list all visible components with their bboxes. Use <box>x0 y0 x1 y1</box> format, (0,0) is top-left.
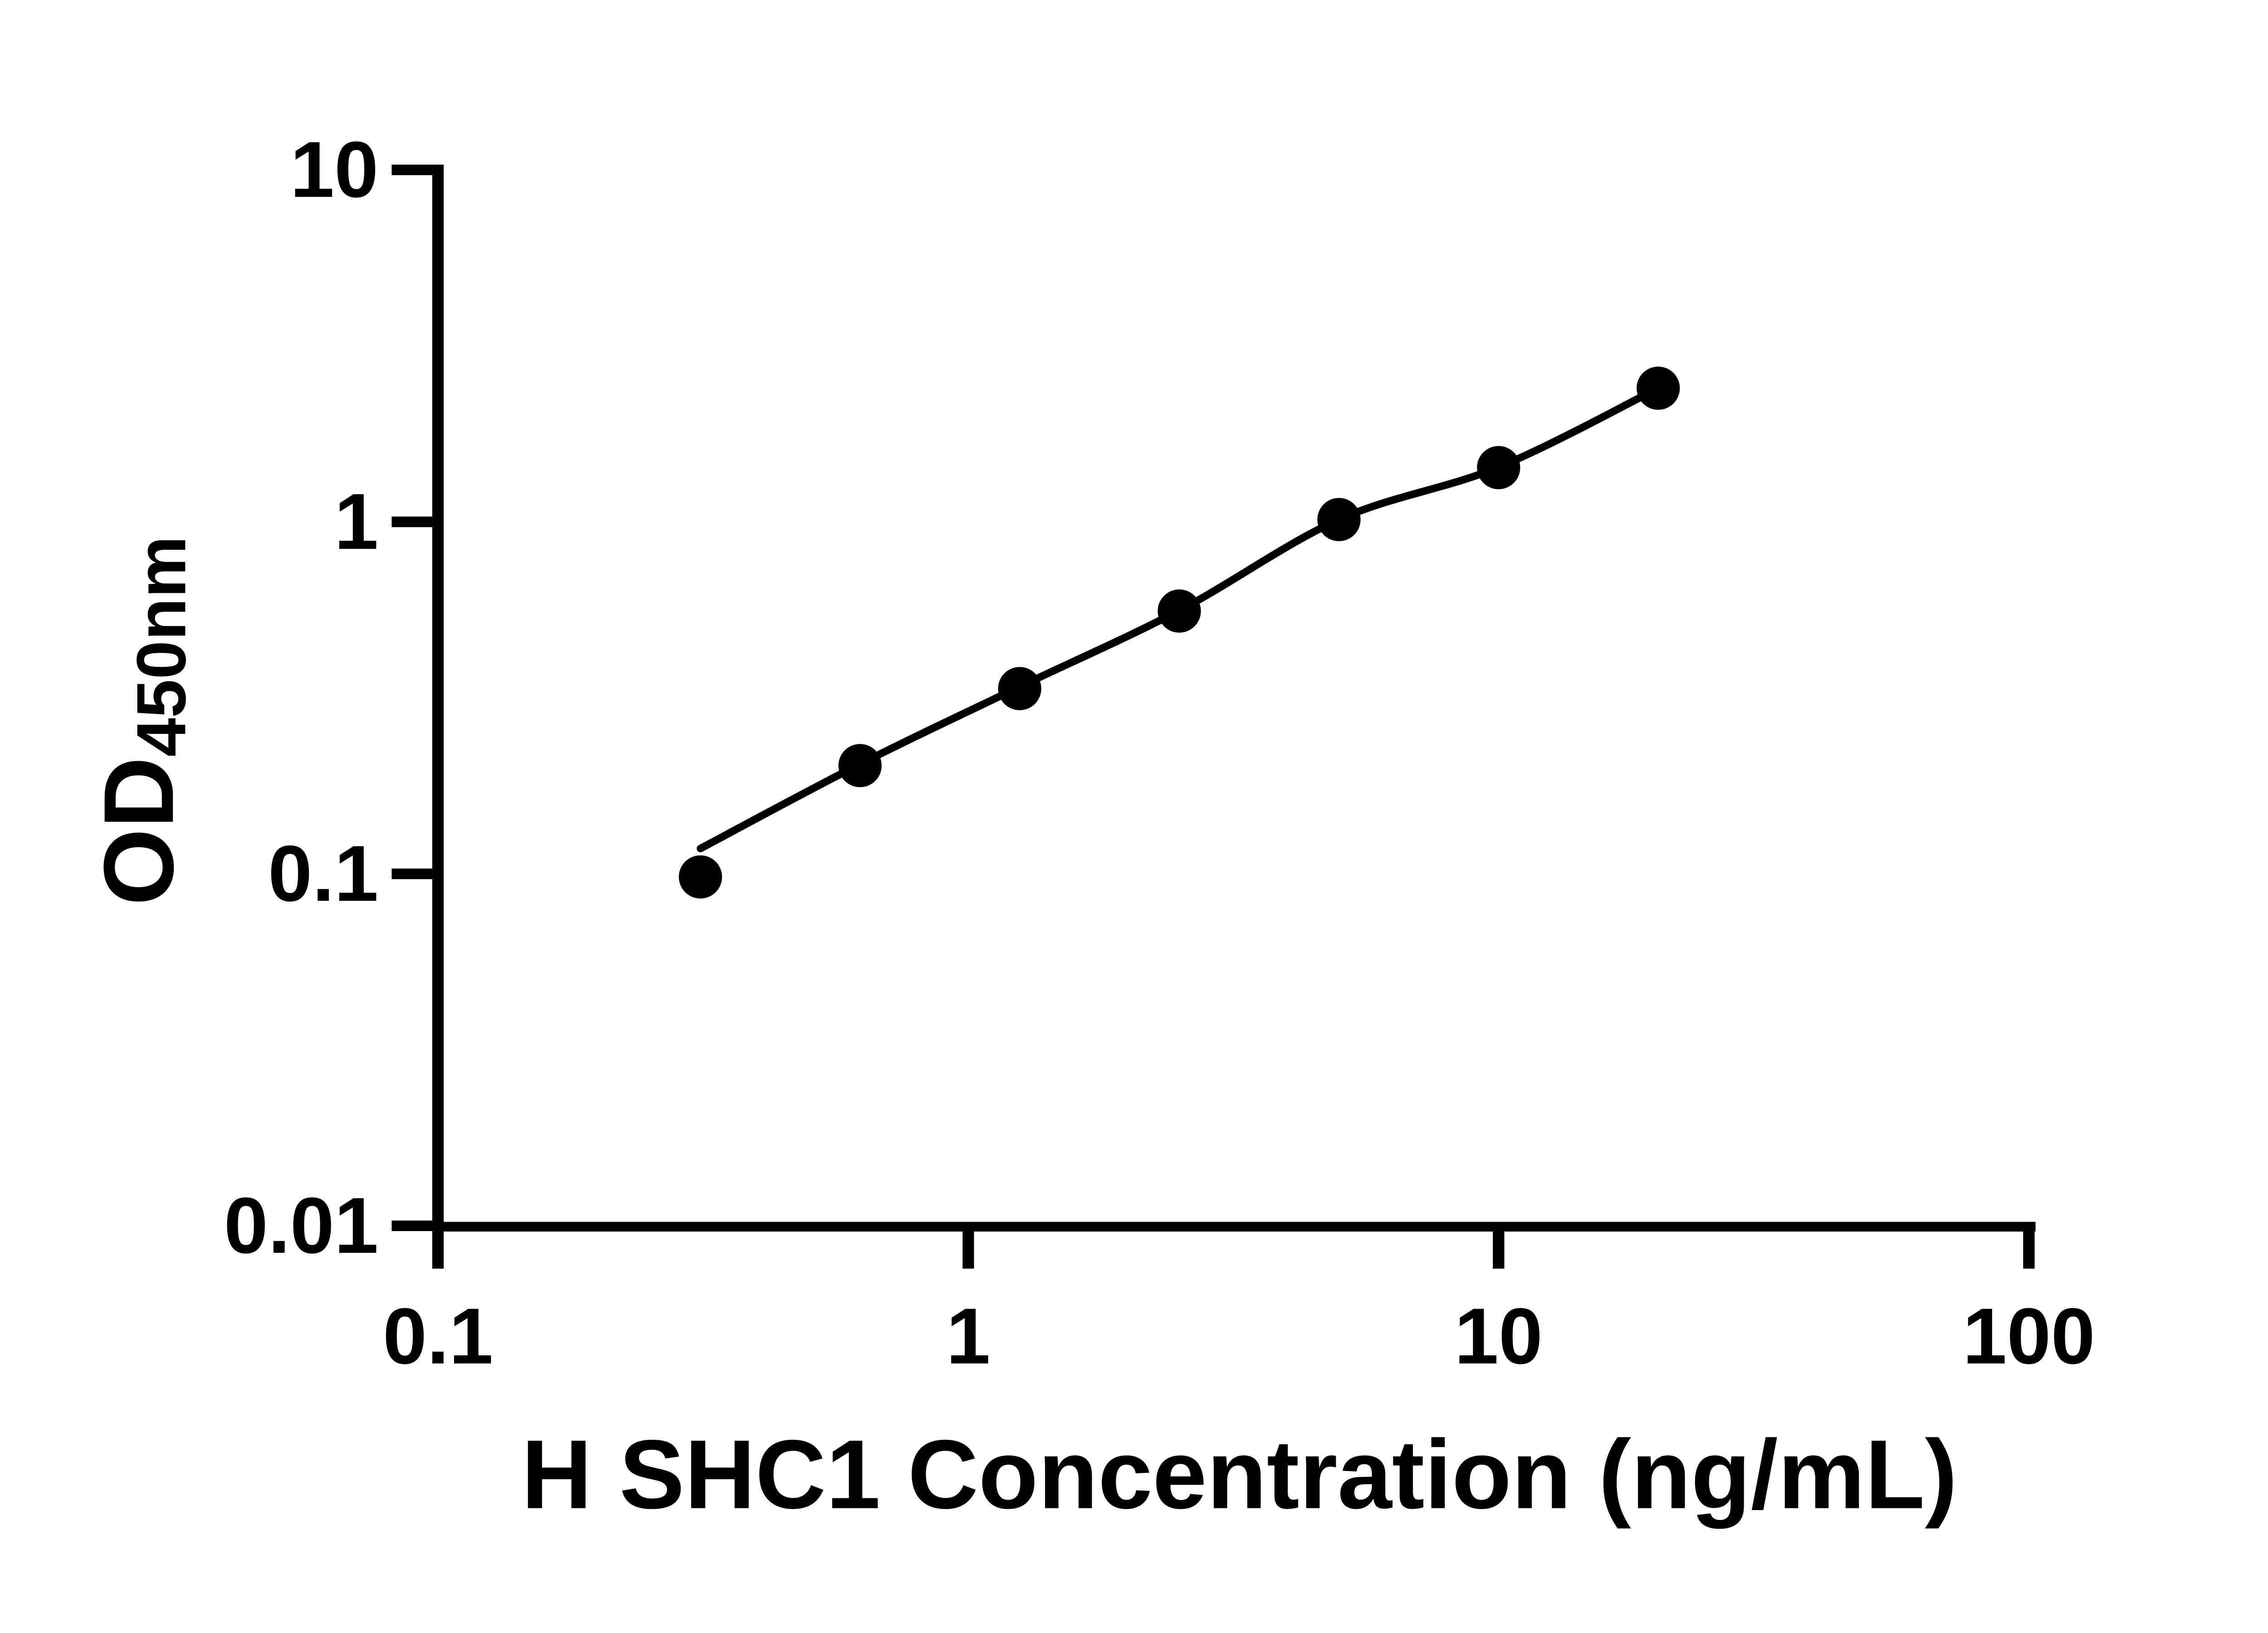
data-point <box>1317 498 1361 542</box>
y-axis-title-main: OD <box>83 757 194 905</box>
data-point <box>679 855 722 899</box>
x-tick-label: 0.1 <box>383 1292 493 1381</box>
x-tick-label: 100 <box>1963 1292 2095 1381</box>
data-point <box>1477 446 1520 489</box>
y-axis-title-subscript: 450nm <box>122 536 200 757</box>
y-tick-label: 10 <box>290 126 379 214</box>
x-tick-label: 1 <box>946 1292 990 1381</box>
x-axis-title: H SHC1 Concentration (ng/mL) <box>521 1420 1957 1529</box>
data-point <box>1637 367 1680 410</box>
data-point <box>838 744 882 787</box>
plot-layer <box>679 367 1680 899</box>
y-tick-label: 1 <box>334 478 378 566</box>
y-tick-label: 0.01 <box>224 1182 379 1270</box>
y-tick-label: 0.1 <box>268 830 378 918</box>
data-point <box>1158 589 1201 633</box>
x-tick-label: 10 <box>1454 1292 1543 1381</box>
data-point <box>998 667 1041 710</box>
y-axis-title: OD450nm <box>83 536 200 906</box>
